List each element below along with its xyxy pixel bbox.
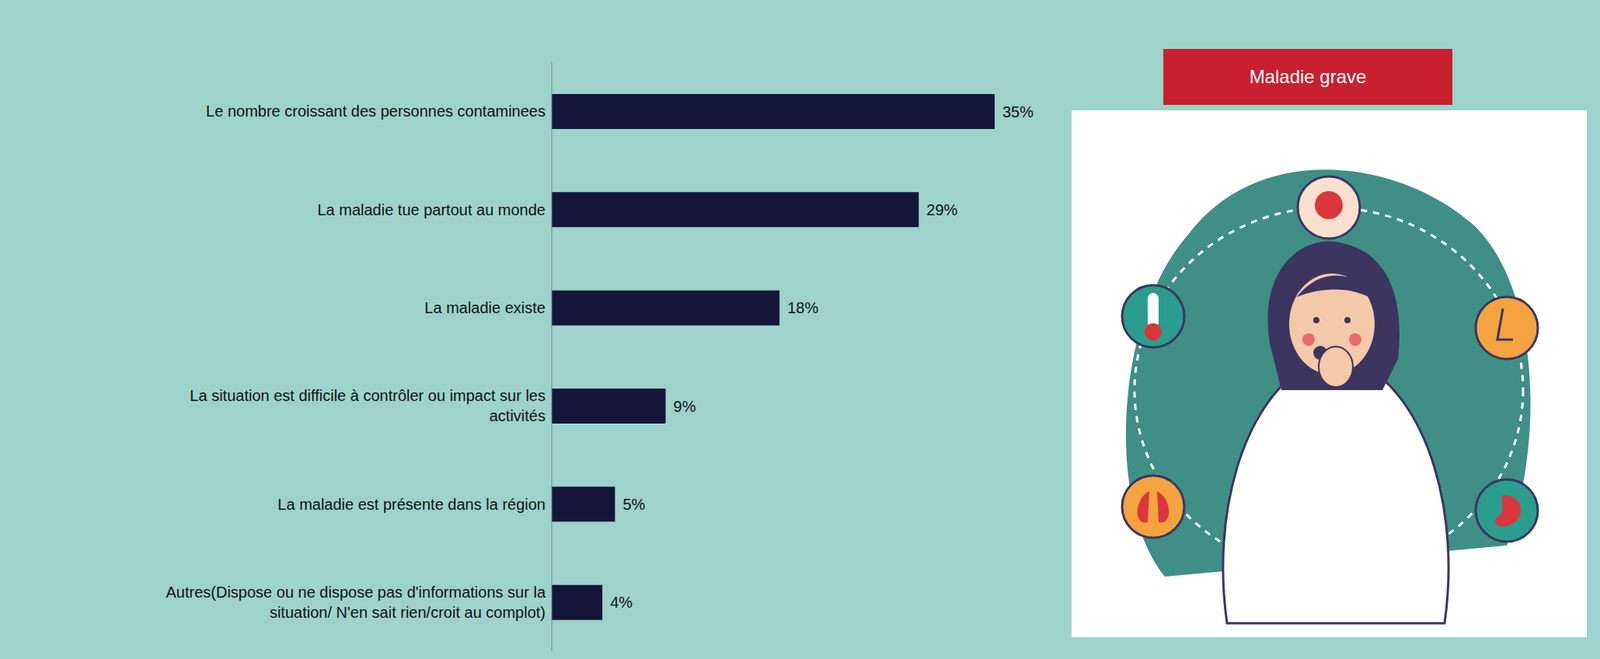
svg-text:La maladie existe: La maladie existe	[424, 299, 546, 317]
svg-text:5%: 5%	[622, 495, 645, 513]
svg-text:Autres(Dispose ou ne dispose p: Autres(Dispose ou ne dispose pas d'infor…	[165, 583, 546, 621]
svg-text:4%: 4%	[610, 593, 633, 611]
html-text:Maladie grave: Maladie grave	[1249, 66, 1367, 88]
svg-text:La maladie est présente dans l: La maladie est présente dans la région	[277, 495, 546, 513]
svg-text:La situation est difficile à c: La situation est difficile à contrôler o…	[189, 386, 546, 425]
svg-text:9%: 9%	[673, 397, 697, 415]
svg-text:Le nombre croissant des person: Le nombre croissant des personnes contam…	[205, 102, 546, 120]
svg-text:La maladie tue partout au mond: La maladie tue partout au monde	[317, 201, 546, 219]
svg-text:18%: 18%	[787, 299, 819, 317]
svg-text:35%: 35%	[1002, 103, 1034, 121]
svg-text:29%: 29%	[926, 201, 958, 219]
